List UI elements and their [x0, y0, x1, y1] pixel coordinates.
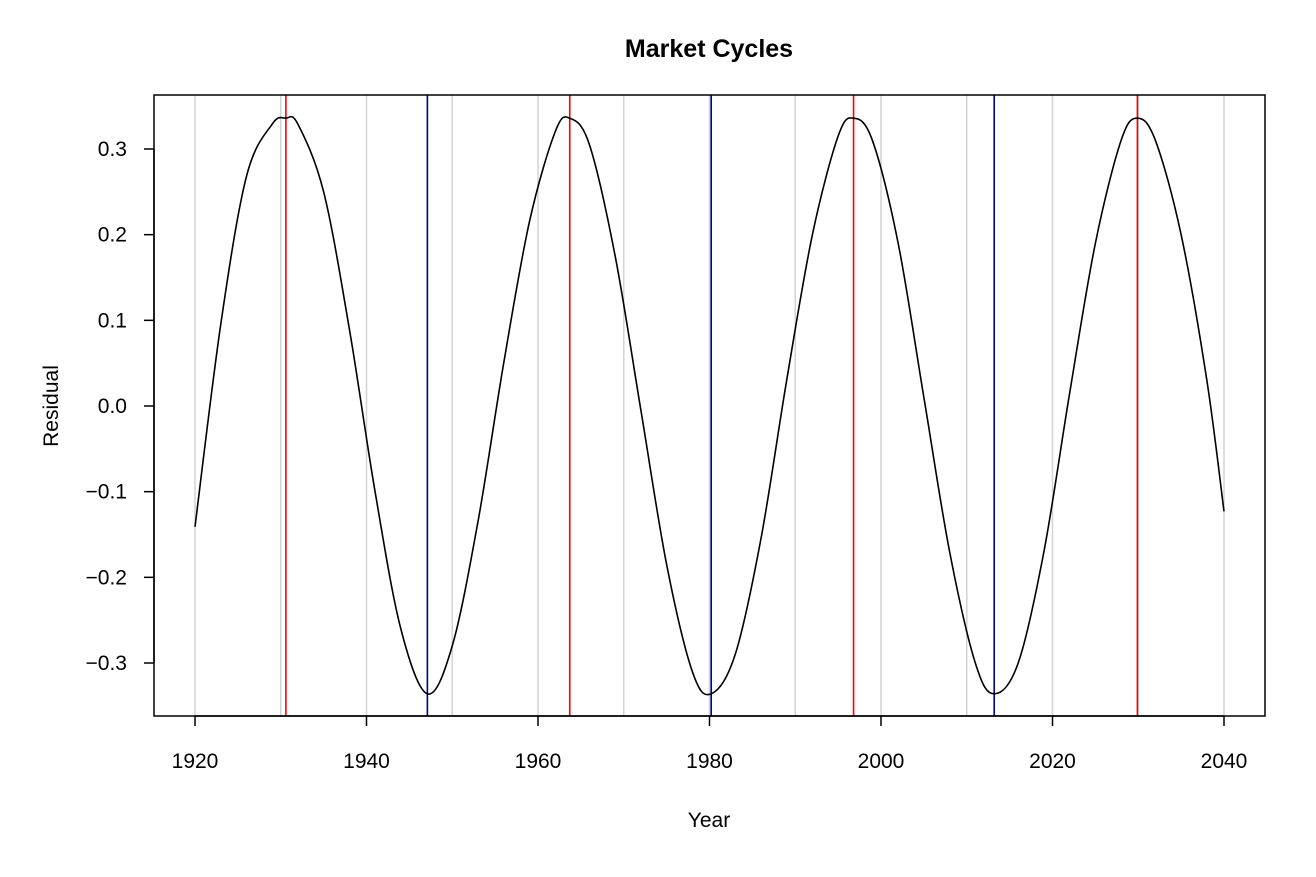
residual-series-line [194, 115, 1225, 696]
y-tick-label: −0.1 [86, 481, 127, 504]
x-axis-label: Year [688, 809, 730, 832]
series-group [194, 115, 1225, 696]
x-tick-label: 2020 [1029, 750, 1076, 773]
y-axis: −0.3 −0.2 −0.1 0.0 0.1 0.2 0.3 [86, 138, 155, 675]
x-tick-label: 1940 [343, 750, 390, 773]
cycle-marker-lines [285, 95, 1139, 716]
y-axis-label: Residual [40, 365, 63, 447]
x-tick-label: 1980 [686, 750, 733, 773]
x-tick-label: 2000 [858, 750, 905, 773]
x-tick-label: 2040 [1201, 750, 1248, 773]
x-tick-label: 1920 [172, 750, 219, 773]
chart-title: Market Cycles [625, 35, 793, 63]
y-tick-label: −0.2 [86, 566, 127, 589]
y-tick-label: 0.1 [98, 309, 127, 332]
x-tick-label: 1960 [515, 750, 562, 773]
grid-lines [194, 95, 1225, 716]
y-tick-label: 0.3 [98, 138, 127, 161]
y-tick-label: −0.3 [86, 652, 127, 675]
y-tick-label: 0.2 [98, 224, 127, 247]
y-tick-label: 0.0 [98, 395, 127, 418]
x-axis: 1920 1940 1960 1980 2000 2020 2040 [172, 715, 1248, 773]
